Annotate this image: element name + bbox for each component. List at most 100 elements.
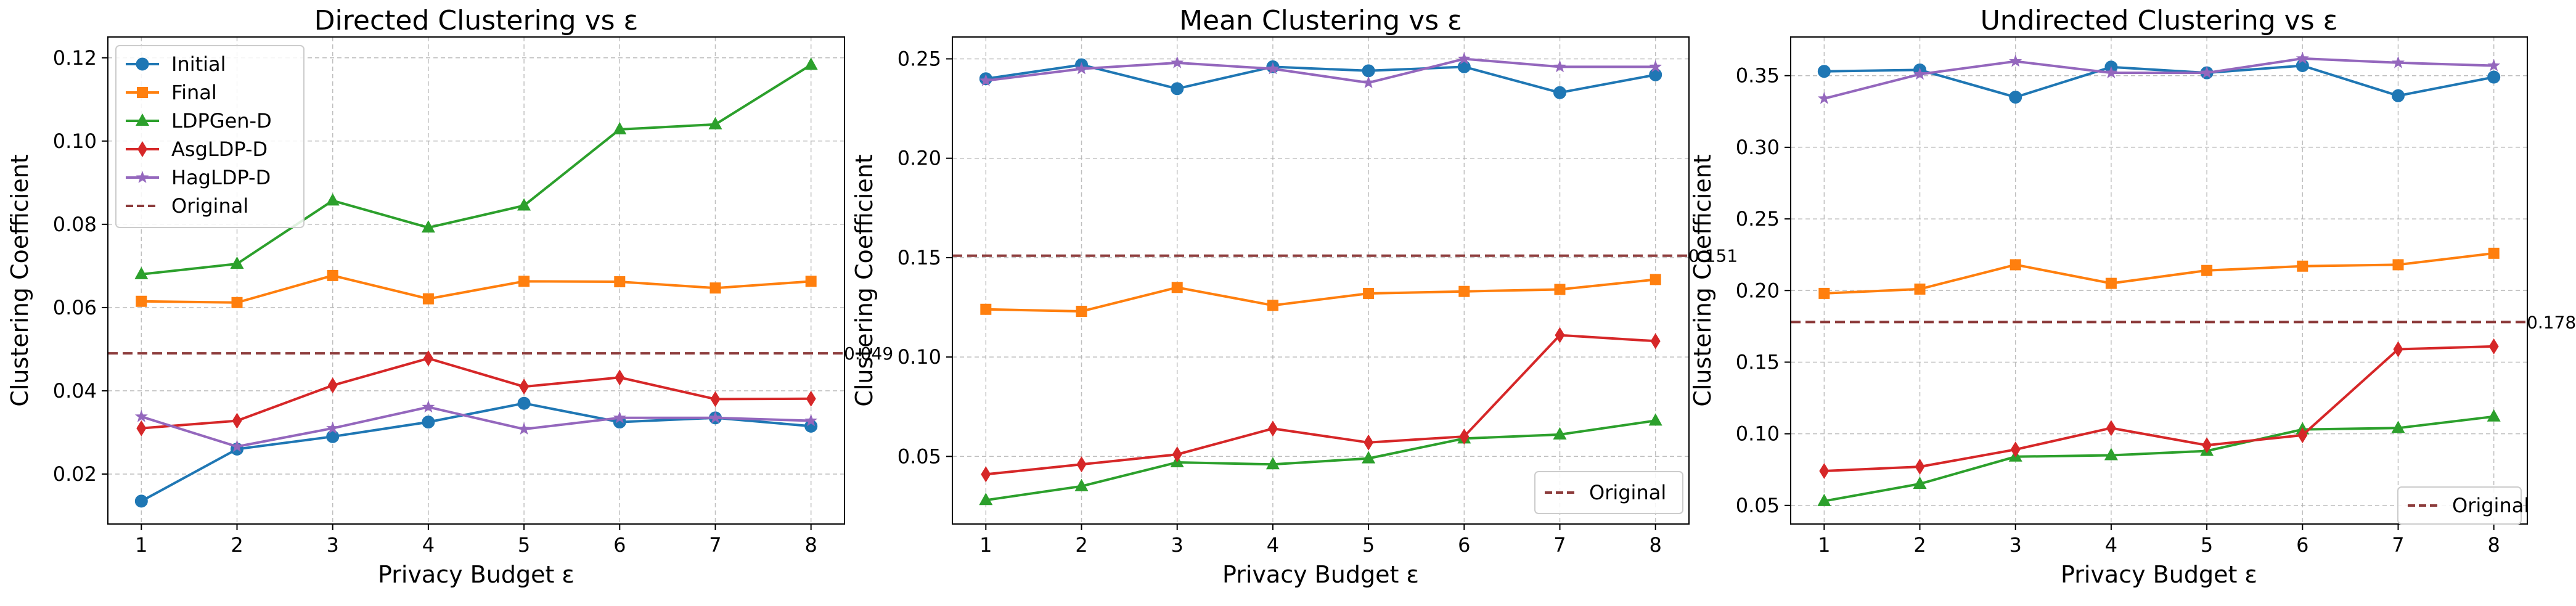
data-point-final: [2010, 259, 2021, 271]
legend: Original: [1534, 471, 1683, 514]
x-tick-label: 6: [2296, 533, 2308, 557]
data-point-final: [2105, 277, 2117, 289]
y-tick-label: 0.12: [53, 46, 97, 70]
data-point-final: [2297, 260, 2308, 272]
x-tick-label: 8: [2488, 533, 2500, 557]
data-point-initial: [517, 396, 531, 410]
y-tick-label: 0.04: [53, 379, 97, 403]
series-line-hagldp-d: [986, 57, 1656, 84]
data-point-asgldp-d: [1555, 327, 1565, 343]
y-tick-label: 0.35: [1736, 64, 1780, 88]
data-point-final: [1914, 283, 1926, 295]
data-point-ldpgen-d: [979, 493, 993, 506]
series-line-hagldp-d: [141, 406, 811, 448]
data-point-asgldp-d: [2488, 338, 2499, 354]
x-tick-label: 6: [613, 533, 626, 557]
data-point-hagldp-d: [2104, 66, 2118, 78]
x-tick-label: 4: [422, 533, 435, 557]
legend: Original: [2397, 486, 2529, 525]
data-point-hagldp-d: [1913, 67, 1926, 80]
data-point-ldpgen-d: [230, 256, 244, 269]
y-tick-label: 0.10: [1736, 422, 1780, 446]
data-point-asgldp-d: [806, 390, 816, 407]
data-point-hagldp-d: [709, 411, 722, 424]
y-axis-label: Clustering Coefficient: [6, 154, 33, 406]
data-point-hagldp-d: [1362, 76, 1375, 89]
chart-panel-2: 0.151 1 2 3 4 5 6 7 8 0.05 0.10 0.15 0.20 0.25 Mean Cl…: [851, 5, 1738, 588]
y-tick-label: 0.08: [53, 213, 97, 236]
data-point-ldpgen-d: [1362, 451, 1376, 464]
data-point-asgldp-d: [327, 377, 338, 394]
data-point-hagldp-d: [326, 421, 340, 434]
legend-label: Initial: [171, 52, 226, 76]
y-tick-label: 0.10: [53, 129, 97, 153]
data-point-hagldp-d: [1817, 91, 1831, 104]
data-point-initial: [422, 416, 435, 429]
data-point-asgldp-d: [136, 420, 147, 436]
series-line-ldpgen-d: [1823, 415, 2494, 502]
x-tick-label: 7: [2392, 533, 2404, 557]
data-point-asgldp-d: [232, 412, 242, 429]
x-tick-label: 2: [1913, 533, 1926, 557]
data-point-hagldp-d: [2392, 55, 2405, 68]
data-point-hagldp-d: [2296, 51, 2309, 64]
data-point-asgldp-d: [1076, 456, 1087, 473]
data-point-initial: [1171, 82, 1184, 96]
legend-box: [115, 45, 305, 228]
x-tick-label: 1: [979, 533, 992, 557]
data-point-final: [1650, 274, 1661, 285]
data-point-final: [1267, 300, 1278, 311]
data-point-asgldp-d: [1819, 463, 1830, 480]
y-tick-label: 0.25: [1736, 207, 1780, 231]
x-tick-label: 5: [1362, 533, 1375, 557]
x-axis-label: Privacy Budget ε: [2061, 561, 2257, 588]
series-line-final: [986, 278, 1656, 313]
legend-box: [2397, 486, 2522, 525]
y-axis-label: Clustering Coefficient: [851, 154, 878, 406]
y-axis-label: Clustering Coefficient: [1689, 154, 1716, 406]
data-point-ldpgen-d: [2391, 420, 2405, 433]
legend-marker-asgldp-d: [137, 141, 147, 157]
data-point-asgldp-d: [1650, 333, 1661, 350]
data-point-final: [2488, 247, 2500, 259]
chart-title: Undirected Clustering vs ε: [1981, 5, 2338, 36]
data-point-asgldp-d: [2202, 437, 2212, 454]
data-point-asgldp-d: [710, 391, 721, 407]
x-tick-label: 8: [805, 533, 817, 557]
series-line-asgldp-d: [1824, 345, 2494, 472]
y-tick-label: 0.20: [1736, 279, 1780, 302]
data-point-ldpgen-d: [1266, 457, 1280, 470]
x-tick-label: 8: [1650, 533, 1662, 557]
x-tick-label: 1: [1818, 533, 1830, 557]
data-point-initial: [1553, 86, 1566, 99]
legend-marker-initial: [136, 57, 149, 71]
data-point-initial: [2009, 91, 2022, 104]
data-point-hagldp-d: [613, 411, 626, 424]
legend-label: Original: [1589, 481, 1666, 504]
data-point-final: [231, 297, 243, 308]
data-point-asgldp-d: [1915, 459, 1925, 475]
data-point-final: [1171, 282, 1183, 293]
x-tick-label: 7: [1553, 533, 1566, 557]
chart-panel-1: 0.049 1 2 3 4 5 6 7 8 0.02 0.04 0.06 0.08 0.10 0.12 Dir…: [6, 5, 893, 588]
data-point-hagldp-d: [2200, 66, 2214, 78]
x-tick-label: 7: [709, 533, 721, 557]
data-point-initial: [1817, 65, 1831, 78]
data-point-ldpgen-d: [325, 193, 340, 206]
series-line-hagldp-d: [1823, 57, 2494, 100]
data-point-initial: [2296, 59, 2309, 72]
data-point-ldpgen-d: [1553, 427, 1567, 440]
data-point-final: [1363, 287, 1375, 299]
y-tick-label: 0.15: [1736, 350, 1780, 374]
data-point-final: [518, 276, 530, 287]
data-point-ldpgen-d: [2487, 409, 2501, 422]
legend-marker-ldpgen-d: [136, 113, 149, 126]
series-line-asgldp-d: [141, 357, 811, 430]
data-point-asgldp-d: [2297, 427, 2308, 443]
data-point-initial: [326, 430, 340, 443]
data-point-asgldp-d: [1459, 428, 1470, 445]
data-point-ldpgen-d: [613, 121, 627, 134]
series-line-ldpgen-d: [986, 419, 1656, 502]
y-tick-label: 0.15: [898, 246, 941, 269]
